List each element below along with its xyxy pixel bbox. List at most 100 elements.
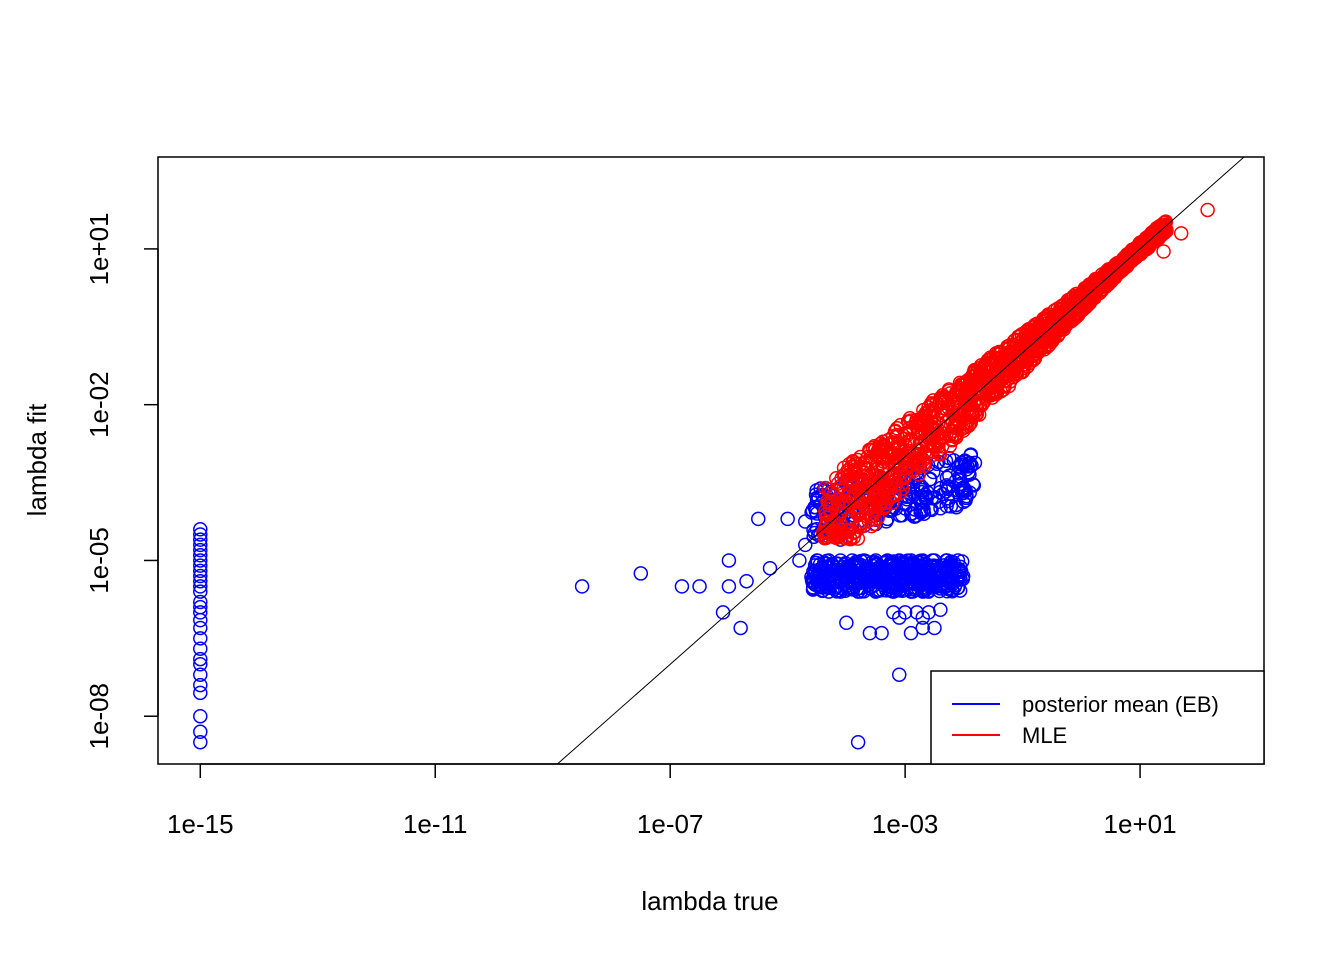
mle-point <box>821 482 837 497</box>
posterior-mean-point <box>193 527 208 542</box>
posterior-mean-point <box>833 584 848 599</box>
mle-point <box>932 447 948 462</box>
mle-point <box>872 491 888 507</box>
posterior-mean-point <box>193 553 208 568</box>
mle-point <box>1173 226 1189 241</box>
posterior-mean-point <box>193 724 208 740</box>
posterior-mean-point <box>193 573 208 589</box>
mle-point <box>934 439 950 454</box>
mle-point <box>974 385 990 401</box>
posterior-mean-point <box>875 582 891 598</box>
posterior-mean-point <box>805 582 821 597</box>
mle-point <box>844 473 859 488</box>
mle-point <box>923 396 939 412</box>
posterior-mean-point <box>907 502 923 517</box>
posterior-mean-point <box>951 562 967 577</box>
mle-point <box>1156 244 1171 259</box>
posterior-mean-point <box>633 566 649 581</box>
mle-point <box>942 427 957 443</box>
mle-point <box>833 525 848 540</box>
posterior-mean-point <box>821 584 837 599</box>
mle-point <box>961 380 977 395</box>
mle-point <box>945 392 960 408</box>
posterior-mean-point <box>193 620 208 636</box>
mle-point <box>885 429 901 444</box>
posterior-mean-point <box>762 560 778 576</box>
posterior-mean-point <box>193 563 208 579</box>
mle-point <box>936 391 951 407</box>
mle-point <box>871 469 887 484</box>
posterior-mean-point <box>193 605 208 620</box>
x-tick-label: 1e-15 <box>167 809 234 839</box>
posterior-mean-point <box>850 584 866 599</box>
y-tick-label: 1e-02 <box>84 371 114 438</box>
posterior-mean-point <box>193 685 208 701</box>
posterior-mean-point <box>193 657 208 672</box>
legend-label-mle: MLE <box>1022 723 1067 748</box>
posterior-mean-point <box>868 584 884 599</box>
posterior-mean-point <box>193 594 208 610</box>
mle-point <box>1038 311 1054 326</box>
posterior-mean-point <box>792 553 807 568</box>
posterior-mean-point <box>906 556 921 571</box>
mle-point <box>862 442 877 458</box>
legend: posterior mean (EB) MLE <box>930 670 1265 765</box>
posterior-mean-point <box>933 602 948 618</box>
posterior-mean-point <box>193 542 208 558</box>
mle-point <box>1125 252 1140 268</box>
posterior-mean-point <box>193 584 208 599</box>
mle-point <box>875 490 890 505</box>
posterior-mean-point <box>874 625 889 641</box>
posterior-mean-point <box>903 625 919 641</box>
mle-point <box>909 457 924 472</box>
mle-point <box>986 355 1002 370</box>
mle-point <box>1006 339 1021 355</box>
y-axis: 1e-08 1e-05 1e-02 1e+01 <box>84 212 159 749</box>
mle-point <box>830 496 846 512</box>
mle-point <box>1057 297 1072 312</box>
mle-point <box>1087 279 1102 294</box>
x-axis-title: lambda true <box>641 886 778 916</box>
posterior-mean-point <box>868 573 884 589</box>
posterior-mean-point <box>850 734 866 750</box>
posterior-mean-point <box>809 573 825 589</box>
posterior-mean-point <box>833 573 848 589</box>
posterior-mean-point <box>893 560 908 575</box>
mle-point <box>1006 369 1021 385</box>
mle-point <box>842 484 858 499</box>
posterior-mean-point <box>721 553 737 568</box>
mle-point <box>836 467 852 483</box>
mle-point <box>875 438 890 454</box>
mle-point <box>961 418 976 433</box>
mle-point <box>978 356 993 372</box>
mle-point <box>917 458 932 473</box>
posterior-mean-point <box>891 610 907 625</box>
posterior-mean-point <box>914 482 930 498</box>
mle-point <box>834 471 849 486</box>
mle-point <box>1027 323 1042 338</box>
posterior-mean-point <box>674 579 690 594</box>
mle-point <box>979 363 994 378</box>
mle-point <box>892 485 908 501</box>
posterior-mean-point <box>954 484 969 499</box>
posterior-mean-point <box>193 568 208 584</box>
mle-point <box>1022 331 1038 346</box>
mle-point <box>851 477 866 492</box>
mle-point <box>901 434 916 449</box>
posterior-mean-point <box>692 579 707 594</box>
posterior-mean-point <box>886 584 901 599</box>
posterior-mean-point <box>193 667 208 682</box>
posterior-mean-point <box>193 734 208 750</box>
posterior-mean-point <box>966 478 982 493</box>
mle-point <box>1067 311 1082 326</box>
mle-point <box>928 423 944 439</box>
mle-point <box>1103 271 1118 287</box>
posterior-mean-point <box>821 573 837 589</box>
posterior-mean-point <box>918 487 933 503</box>
mle-point <box>975 395 991 410</box>
mle-point <box>1080 295 1096 310</box>
posterior-mean-point <box>921 584 936 599</box>
mle-point <box>960 372 976 388</box>
mle-point <box>1140 230 1156 246</box>
